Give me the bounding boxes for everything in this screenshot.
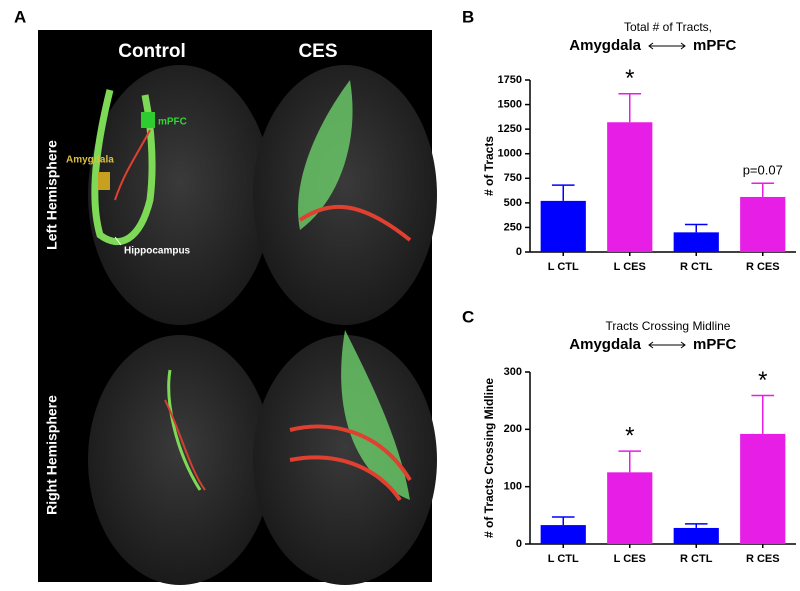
subtitle: Amygdala xyxy=(569,37,641,54)
arrow-icon xyxy=(648,42,686,50)
y-axis-label: # of Tracts Crossing Midline xyxy=(482,378,496,538)
x-tick-label: L CTL xyxy=(548,553,579,565)
y-tick-label: 1750 xyxy=(498,74,522,86)
y-tick-label: 1000 xyxy=(498,148,522,160)
subtitle: Amygdala xyxy=(569,336,641,353)
subtitle: mPFC xyxy=(693,336,737,353)
annotation: p=0.07 xyxy=(743,163,783,178)
x-tick-label: R CTL xyxy=(680,261,713,273)
y-tick-label: 100 xyxy=(504,481,522,493)
annotation: * xyxy=(625,65,634,92)
region-label: Amygdala xyxy=(66,155,114,166)
y-tick-label: 500 xyxy=(504,197,522,209)
x-tick-label: R CES xyxy=(746,553,780,565)
y-axis-label: # of Tracts xyxy=(482,136,496,196)
panel-label: B xyxy=(462,7,474,26)
region-label: Hippocampus xyxy=(124,246,191,257)
chart-title: Total # of Tracts, xyxy=(624,20,712,34)
arrow-icon xyxy=(648,341,686,349)
row-header: Left Hemisphere xyxy=(44,140,60,250)
bar xyxy=(607,472,653,544)
y-tick-label: 750 xyxy=(504,172,522,184)
column-header: CES xyxy=(298,41,337,62)
subtitle: mPFC xyxy=(693,37,737,54)
y-tick-label: 200 xyxy=(504,423,522,435)
bar xyxy=(673,527,719,544)
panel-a-image xyxy=(38,30,437,585)
y-tick-label: 0 xyxy=(516,538,522,550)
x-tick-label: L CES xyxy=(614,553,646,565)
bar xyxy=(673,232,719,252)
region-label: mPFC xyxy=(158,117,187,128)
x-tick-label: R CES xyxy=(746,261,780,273)
x-tick-label: L CES xyxy=(614,261,646,273)
x-tick-label: L CTL xyxy=(548,261,579,273)
annotation: * xyxy=(625,422,634,449)
y-tick-label: 1250 xyxy=(498,123,522,135)
row-header: Right Hemisphere xyxy=(44,395,60,515)
annotation: * xyxy=(758,367,767,394)
bar xyxy=(607,122,653,253)
panel-label: C xyxy=(462,307,474,326)
column-header: Control xyxy=(118,41,186,62)
panel-label: A xyxy=(14,7,26,26)
bar xyxy=(540,525,586,544)
y-tick-label: 1500 xyxy=(498,98,522,110)
y-tick-label: 300 xyxy=(504,366,522,378)
x-tick-label: R CTL xyxy=(680,553,713,565)
y-tick-label: 250 xyxy=(504,221,522,233)
bar xyxy=(740,196,786,252)
bar xyxy=(740,433,786,544)
bar xyxy=(540,200,586,252)
y-tick-label: 0 xyxy=(516,246,522,258)
chart-title: Tracts Crossing Midline xyxy=(606,319,731,333)
